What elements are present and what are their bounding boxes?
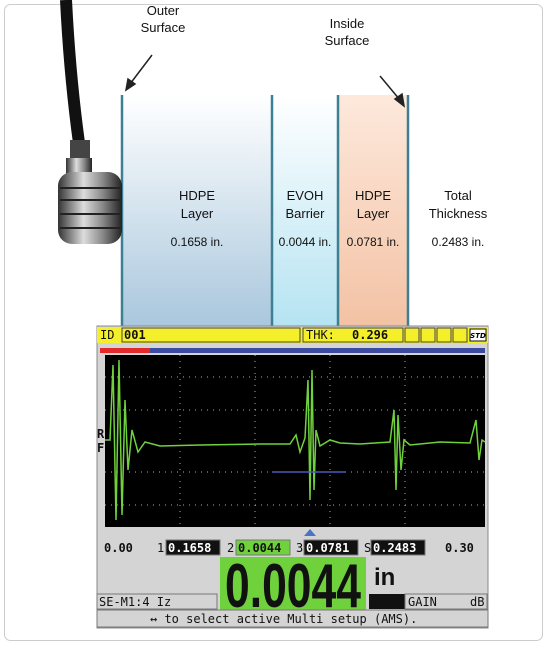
layer-name: Barrier [285, 206, 325, 221]
layer-name: HDPE [355, 188, 391, 203]
reading-index: 2 [227, 541, 234, 555]
unit: in [374, 564, 395, 591]
reading-box [303, 539, 359, 556]
layer-thickness: 0.1658 in. [171, 235, 224, 249]
probe-nut [66, 158, 92, 174]
total-thickness: 0.2483 in. [432, 235, 485, 249]
range-bar-blue [150, 348, 485, 353]
help-bar [96, 609, 489, 628]
setup-label: SE-M1:4 Iz [99, 595, 171, 609]
id-value: 001 [124, 328, 146, 342]
range-end: 0.30 [445, 541, 474, 555]
reading-box-active [235, 539, 291, 556]
layer-name: EVOH [287, 188, 324, 203]
rf-label: F [97, 441, 104, 455]
layer-name: Layer [181, 206, 214, 221]
range-start: 0.00 [104, 541, 133, 555]
annotation: Outer [147, 3, 180, 18]
layer-evoh [272, 95, 338, 327]
reading-value: 0.1658 [168, 541, 211, 555]
layer-hdpe-1 [122, 95, 272, 327]
reading-value: 0.0044 [238, 541, 281, 555]
layer-hdpe-2 [338, 95, 408, 327]
reading-value: 0.2483 [373, 541, 416, 555]
layer-name: HDPE [179, 188, 215, 203]
setup-box [96, 593, 218, 610]
annotation: Surface [141, 20, 186, 35]
cursor [304, 529, 316, 536]
rf-label: R [97, 427, 105, 441]
waveform-area [105, 355, 485, 527]
id-label: ID [100, 328, 114, 342]
gain-label: GAIN [408, 595, 437, 609]
reading-value: 0.0781 [306, 541, 349, 555]
annotation: Inside [330, 16, 365, 31]
thk-label: THK: [306, 328, 335, 342]
total-name: Thickness [429, 206, 488, 221]
id-box [121, 327, 301, 343]
gain-value-box [369, 594, 405, 609]
total-name: Total [444, 188, 472, 203]
reading-box [165, 539, 221, 556]
reading-box [370, 539, 426, 556]
waveform [105, 359, 486, 521]
layer-thickness: 0.0781 in. [347, 235, 400, 249]
probe-body [58, 172, 122, 244]
gain-box [404, 593, 488, 610]
db-label: dB [470, 595, 484, 609]
probe-cable [60, 0, 86, 151]
help-text: ↔ to select active Multi setup (AMS). [150, 612, 417, 626]
thk-box [302, 327, 404, 343]
range-bar-red [100, 348, 150, 353]
reading-index: 3 [296, 541, 303, 555]
annotation: Surface [325, 33, 370, 48]
status-icons [404, 327, 468, 343]
layer-name: Layer [357, 206, 390, 221]
layer-thickness: 0.0044 in. [279, 235, 332, 249]
reading-index: S [364, 541, 371, 555]
std-icon [469, 328, 487, 342]
probe-rings [60, 187, 120, 229]
std-label: STD [470, 332, 486, 340]
thk-value: 0.296 [352, 328, 388, 342]
arrows [124, 54, 406, 108]
reading-index: 1 [157, 541, 164, 555]
main-box [220, 557, 366, 610]
